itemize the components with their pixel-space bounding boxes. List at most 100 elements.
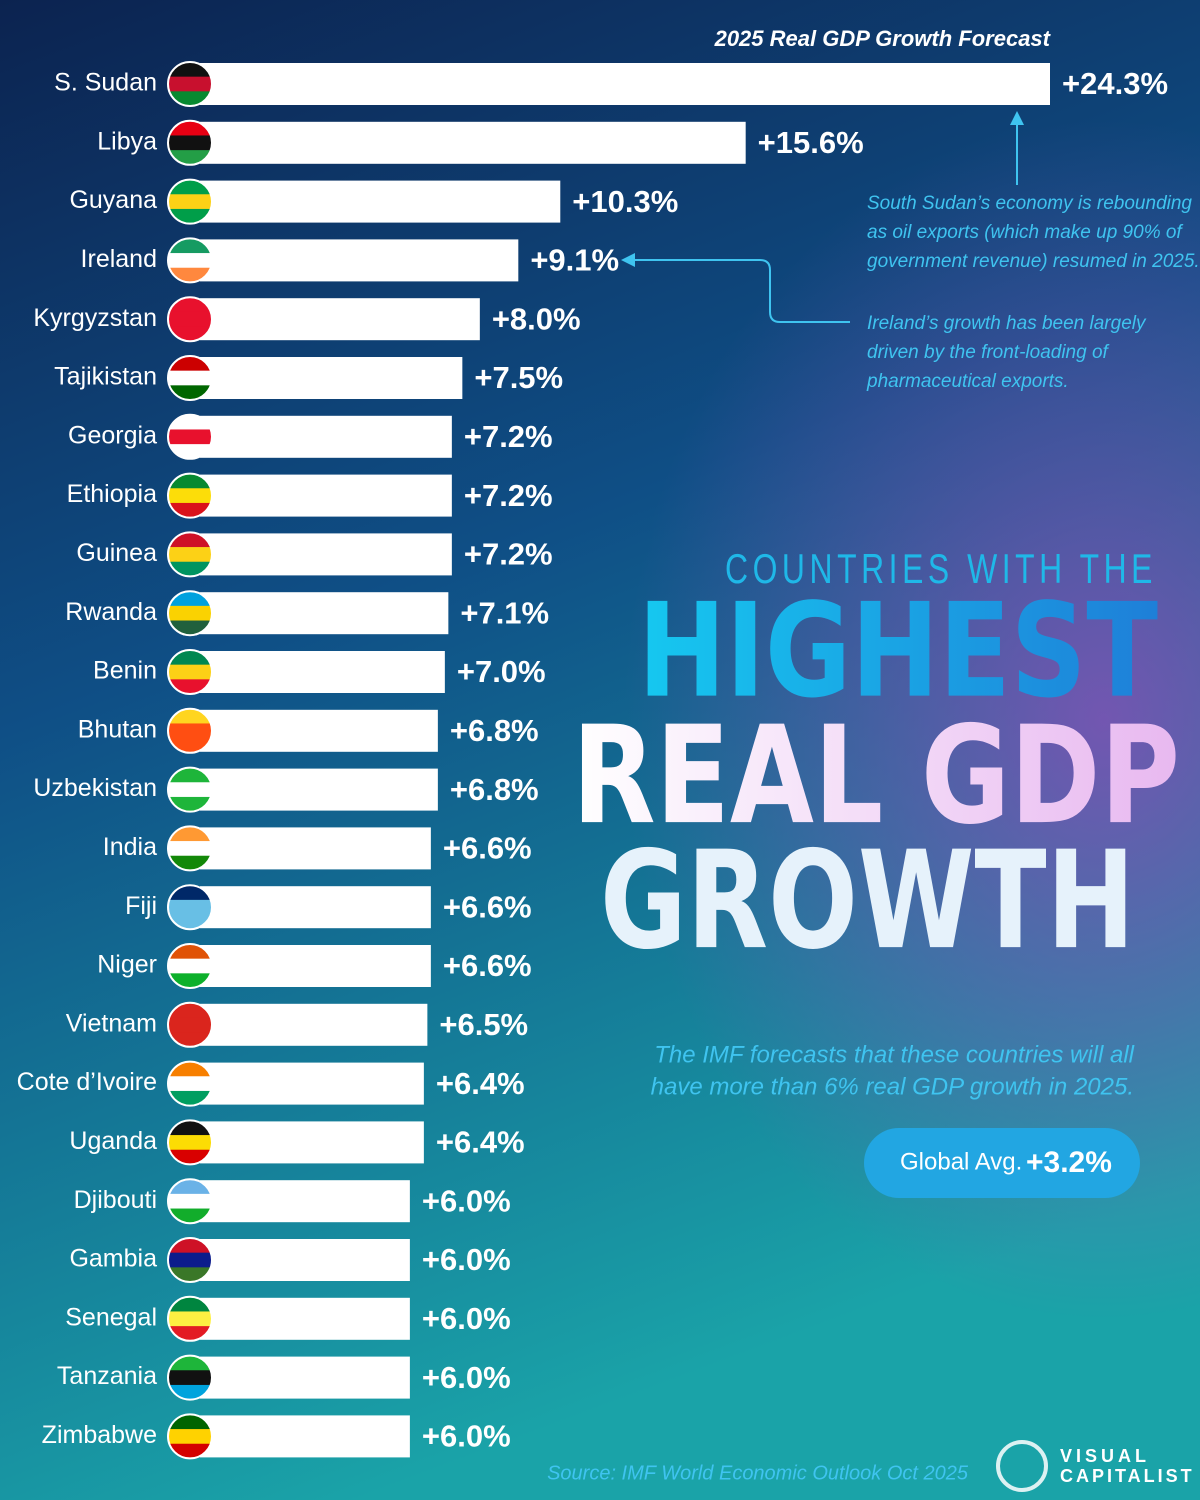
flag-stripe — [168, 958, 212, 974]
bar — [200, 709, 438, 752]
flag-border — [167, 1178, 213, 1225]
category-label: Georgia — [68, 421, 157, 449]
category-label: Kyrgyzstan — [33, 304, 157, 332]
flag-stripe — [168, 1193, 212, 1210]
flag — [167, 1295, 213, 1342]
flag-border — [167, 178, 213, 225]
annotation-arrow — [621, 253, 850, 323]
annotation: Ireland’s growth has been largely — [867, 313, 1147, 334]
flag — [167, 1413, 213, 1460]
category-label: Djibouti — [74, 1186, 157, 1214]
bar — [200, 592, 449, 635]
bar — [200, 1003, 428, 1046]
flag-border — [167, 531, 213, 578]
flag-stripe — [168, 253, 212, 269]
category-label: Niger — [97, 951, 157, 979]
flag — [167, 355, 213, 401]
flag-stripe — [168, 76, 212, 92]
value-label: +6.5% — [439, 1007, 528, 1042]
flag — [167, 237, 213, 284]
bar — [200, 1297, 410, 1340]
bars: S. Sudan +24.3% Libya +15.6% Guyana +10.3% Ire… — [17, 61, 1168, 1460]
category-label: Guyana — [69, 186, 157, 214]
category-label: Vietnam — [66, 1009, 157, 1037]
category-label: Tajikistan — [54, 363, 157, 391]
value-label: +6.0% — [422, 1183, 511, 1218]
bar — [200, 415, 452, 458]
bar — [200, 1062, 424, 1105]
flag — [167, 1237, 213, 1283]
category-label: Fiji — [125, 892, 157, 920]
global-avg-value: +3.2% — [1026, 1146, 1112, 1179]
value-label: +24.3% — [1062, 66, 1168, 101]
flag — [167, 825, 213, 872]
bar — [200, 180, 561, 223]
flag — [167, 1119, 213, 1166]
annotation: pharmaceutical exports. — [866, 371, 1069, 392]
title-line: COUNTRIES WITH THE — [725, 545, 1157, 592]
flag-stripe — [168, 547, 212, 563]
value-label: +6.0% — [422, 1419, 511, 1454]
flag-stripe — [168, 1135, 212, 1151]
flag — [167, 61, 213, 107]
subtitle: 2025 Real GDP Growth Forecast — [714, 26, 1052, 51]
bar — [200, 298, 480, 341]
category-label: Senegal — [65, 1303, 157, 1331]
flag-border — [167, 884, 213, 931]
flag — [167, 296, 213, 343]
value-label: +8.0% — [492, 301, 581, 336]
flag — [167, 766, 213, 813]
bar — [200, 357, 463, 399]
bar — [200, 1356, 410, 1399]
flag-stripe — [168, 1370, 212, 1386]
category-label: S. Sudan — [54, 69, 157, 97]
category-label: Ireland — [81, 245, 157, 273]
flag-stripe — [168, 1311, 212, 1327]
bar — [200, 474, 452, 517]
flag-border — [167, 649, 213, 695]
value-label: +6.8% — [450, 772, 539, 807]
flag-stripe — [168, 841, 212, 857]
value-label: +6.0% — [422, 1242, 511, 1277]
annotation: government revenue) resumed in 2025. — [867, 251, 1200, 272]
flag-border — [167, 237, 213, 284]
flag-border — [167, 825, 213, 872]
flag-border — [167, 1119, 213, 1166]
flag-stripe — [168, 311, 212, 328]
flag-border — [167, 413, 213, 460]
flag-stripe — [168, 1252, 212, 1268]
flag-border — [167, 119, 213, 166]
annotation: as oil exports (which make up 90% of — [867, 222, 1183, 243]
title-line: GROWTH — [600, 822, 1135, 979]
category-label: Bhutan — [78, 715, 157, 743]
category-label: Rwanda — [65, 598, 157, 626]
flag — [167, 1001, 213, 1048]
flag-stripe — [168, 1429, 212, 1445]
category-label: Benin — [93, 657, 157, 685]
title-line: HIGHEST — [638, 575, 1158, 727]
flag-stripe — [168, 723, 212, 739]
value-label: +6.6% — [443, 831, 532, 866]
flag-stripe — [168, 488, 212, 504]
flag-stripe — [168, 899, 212, 916]
flag-border — [167, 1060, 213, 1107]
annotation: South Sudan’s economy is rebounding — [867, 193, 1192, 214]
bar — [200, 121, 746, 164]
brand: VISUAL — [1060, 1446, 1150, 1466]
bar — [200, 239, 519, 282]
title-line: REAL GDP — [572, 697, 1180, 854]
flag-border — [167, 1413, 213, 1460]
bar — [200, 1121, 424, 1164]
flag-stripe — [168, 429, 212, 445]
source: Source: IMF World Economic Outlook Oct 2… — [547, 1462, 969, 1484]
value-label: +9.1% — [530, 243, 619, 278]
category-label: Tanzania — [57, 1362, 157, 1390]
flag-border — [167, 766, 213, 813]
brand: CAPITALIST — [1060, 1466, 1195, 1486]
flag — [167, 649, 213, 695]
value-label: +7.2% — [464, 419, 553, 454]
value-label: +6.8% — [450, 713, 539, 748]
bar — [200, 886, 431, 929]
flag — [167, 119, 213, 166]
flag — [167, 531, 213, 578]
